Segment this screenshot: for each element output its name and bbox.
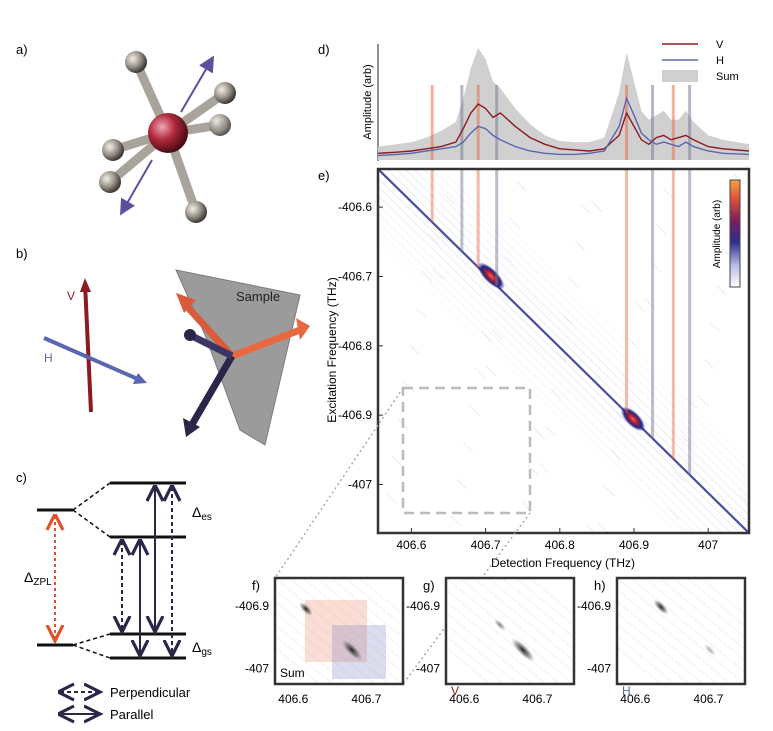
heatmap-ytick-label-3: -406.9 <box>338 408 372 422</box>
legend-h: H <box>716 55 724 67</box>
panel-g-xtick-label-0: 406.6 <box>449 692 479 706</box>
heatmap-xtick-label-4: 407 <box>698 538 718 552</box>
legend-v: V <box>716 39 724 51</box>
panel-label-g: g) <box>423 578 435 593</box>
delta-zpl-label: ΔZPL <box>24 569 52 588</box>
spectrum-ylabel: Amplitude (arb) <box>362 64 374 139</box>
delta-es-label: Δes <box>192 504 212 523</box>
legend-sum: Sum <box>716 71 739 83</box>
panel-g-ytick-label-1: -407 <box>416 661 440 675</box>
panel-label-d: d) <box>318 42 330 57</box>
panel-h-ytick-label-0: -406.9 <box>577 599 611 613</box>
series-h-line <box>377 96 750 157</box>
heatmap-ylabel: Excitation Frequency (THz) <box>325 277 339 422</box>
heatmap-ytick-label-0: -406.6 <box>338 200 372 214</box>
spectrum-panel-d: Amplitude (arb) V H Sum <box>362 39 750 161</box>
zoom-connector-left <box>274 387 404 579</box>
zoom-region-box <box>401 386 532 515</box>
panel-g-xtick-label-1: 406.7 <box>522 692 552 706</box>
polarization-vectors: V H <box>43 278 147 413</box>
sample-label: Sample <box>236 289 280 304</box>
panel-h-ytick-label-1: -407 <box>587 661 611 675</box>
panel-f-xtick-label-0: 406.6 <box>278 692 308 706</box>
heatmap-xtick-label-0: 406.6 <box>396 538 426 552</box>
colorbar-label: Amplitude (arb) <box>712 200 723 268</box>
spectrum-legend: V H Sum <box>662 39 739 83</box>
heatmap-ytick-label-1: -406.7 <box>338 269 372 283</box>
heatmap-xtick-label-3: 406.9 <box>619 538 649 552</box>
panel-h-h-label: H <box>622 684 631 698</box>
zoom-panel-h: H <box>615 576 747 698</box>
panel-f-xtick-label-1: 406.7 <box>351 692 381 706</box>
series-sum-area <box>378 48 749 160</box>
legend-perpendicular-text: Perpendicular <box>110 685 191 700</box>
heatmap-ytick-label-2: -406.8 <box>338 339 372 353</box>
v-vector-label: V <box>67 289 75 303</box>
heatmap-xlabel: Detection Frequency (THz) <box>491 556 635 570</box>
panel-label-a: a) <box>16 42 28 57</box>
h-vector-label: H <box>44 351 53 365</box>
heatmap-ytick-label-4: -407 <box>348 477 372 491</box>
colorbar <box>729 179 741 288</box>
panel-label-c: c) <box>16 470 27 485</box>
panel-label-b: b) <box>16 246 28 261</box>
molecule-model <box>99 51 236 223</box>
panel-h-xtick-label-1: 406.7 <box>693 692 723 706</box>
heatmap-xtick-label-1: 406.7 <box>471 538 501 552</box>
panel-h-xtick-label-0: 406.6 <box>620 692 650 706</box>
panel-g-ytick-label-0: -406.9 <box>406 599 440 613</box>
panel-f-ytick-label-1: -407 <box>245 661 269 675</box>
panel-g-v-label: V <box>451 684 459 698</box>
delta-gs-label: Δgs <box>192 639 212 658</box>
panel-label-e: e) <box>318 168 330 183</box>
sample-plane: Sample <box>175 269 310 446</box>
series-v-line <box>377 103 750 154</box>
energy-level-diagram: Δes Δgs ΔZPL Perpendicular Parallel <box>24 481 212 722</box>
panel-label-h: h) <box>594 578 606 593</box>
panel-label-f: f) <box>252 578 260 593</box>
zoom-panel-g: V <box>444 576 576 698</box>
zoom-panel-f: Sum <box>273 576 405 686</box>
heatmap-panel-e: 406.6 406.7 406.8 406.9 407 -406.6 -406.7 -406… <box>325 167 751 570</box>
heatmap-xtick-label-2: 406.8 <box>545 538 575 552</box>
legend-parallel-text: Parallel <box>110 707 153 722</box>
panel-f-ytick-label-0: -406.9 <box>235 599 269 613</box>
panel-f-sum-label: Sum <box>280 666 305 680</box>
